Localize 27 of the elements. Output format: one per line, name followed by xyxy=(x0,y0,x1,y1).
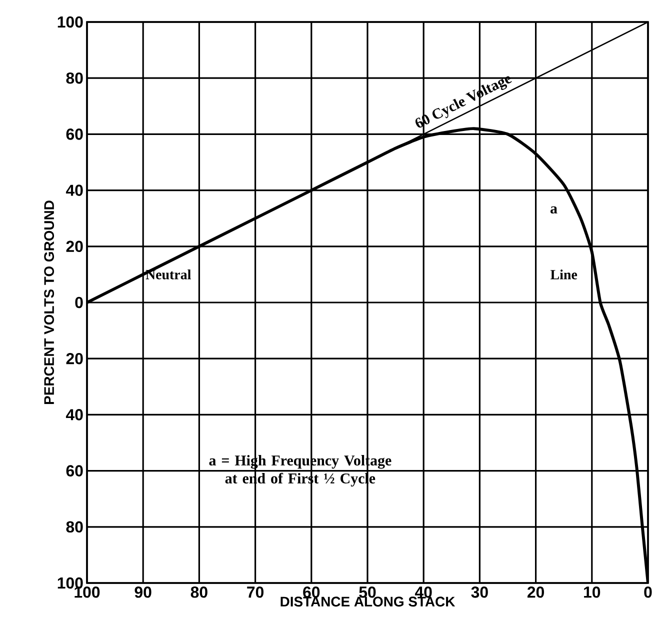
y-tick-label: 60 xyxy=(66,128,83,140)
y-tick-label: 0 xyxy=(75,296,83,308)
x-tick-label: 70 xyxy=(247,586,264,598)
y-tick-label: 40 xyxy=(66,409,83,420)
y-tick-label: 80 xyxy=(66,72,83,84)
series-label: a xyxy=(550,206,558,214)
y-tick-label: 40 xyxy=(66,184,83,196)
x-tick-label: 10 xyxy=(584,586,600,598)
y-axis-title: PERCENT VOLTS TO GROUND xyxy=(44,200,54,404)
y-tick-label: 20 xyxy=(66,240,83,252)
y-tick-label: 100 xyxy=(58,577,83,589)
x-tick-label: 100 xyxy=(74,586,100,598)
x-tick-label: 0 xyxy=(644,586,652,598)
x-tick-label: 80 xyxy=(190,586,208,598)
y-tick-label: 80 xyxy=(66,521,83,533)
annotation: Line xyxy=(550,270,578,280)
y-tick-label: 60 xyxy=(66,465,83,476)
x-tick-label: 40 xyxy=(414,586,432,598)
x-tick-label: 30 xyxy=(471,586,488,598)
x-tick-label: 60 xyxy=(303,586,320,598)
x-axis-title: DISTANCE ALONG STACK xyxy=(280,596,456,607)
x-tick-label: 20 xyxy=(527,586,544,598)
y-tick-label: 100 xyxy=(58,16,83,28)
y-tick-label: 20 xyxy=(66,352,83,364)
x-tick-label: 50 xyxy=(359,586,376,598)
x-tick-label: 90 xyxy=(134,586,152,598)
annotation: Neutral xyxy=(146,270,191,280)
